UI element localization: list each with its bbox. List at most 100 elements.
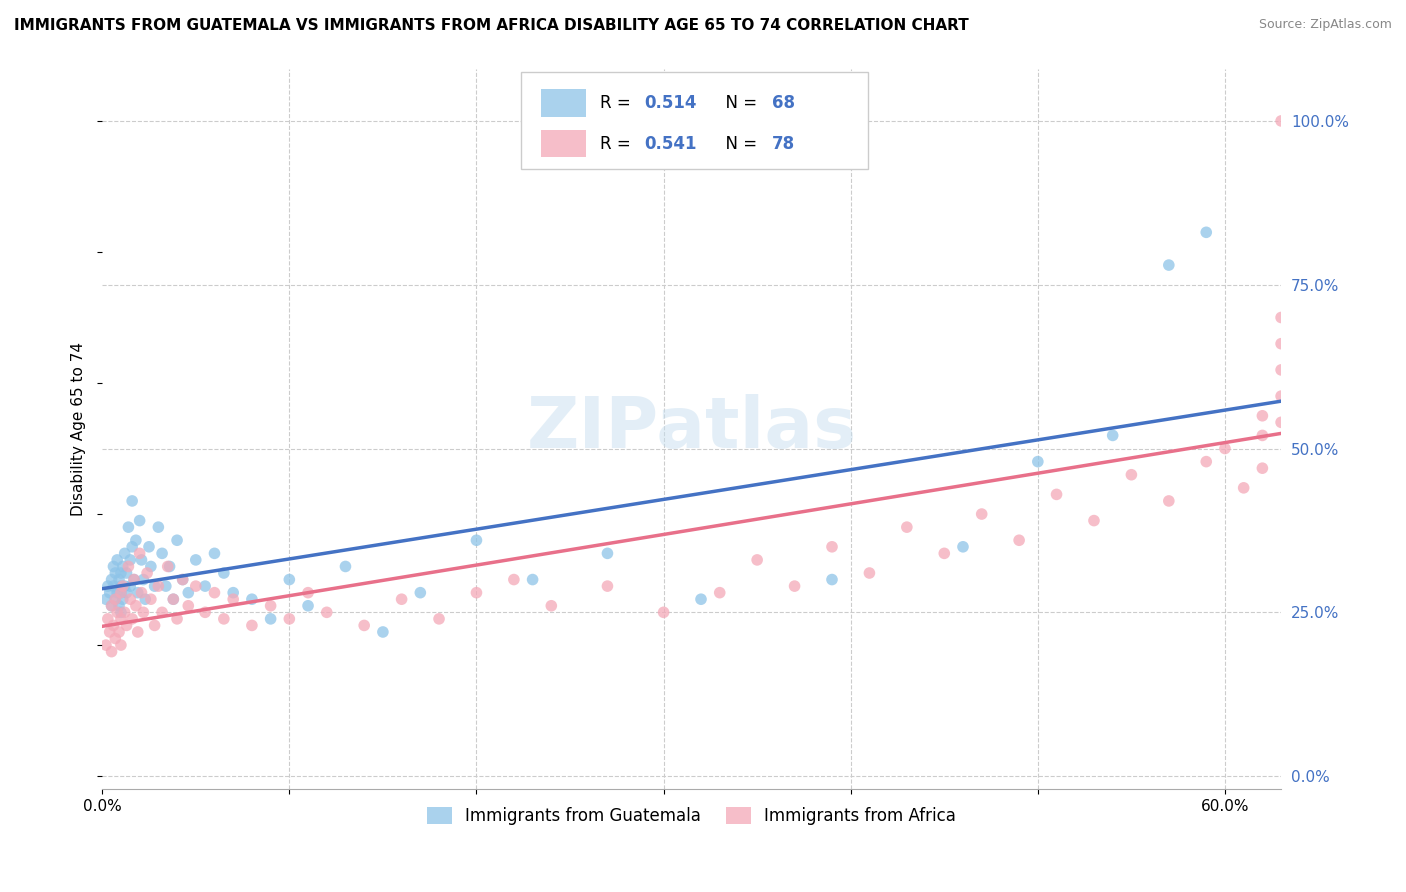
Point [97, 579, 120, 593]
Point [121, 540, 143, 554]
Point [150, 605, 173, 619]
Point [1121, 467, 1143, 482]
Point [212, 612, 235, 626]
Point [371, 624, 394, 639]
Point [747, 553, 769, 567]
Point [98, 624, 121, 639]
Point [100, 599, 122, 613]
Point [240, 618, 263, 632]
Point [97, 612, 120, 626]
Point [148, 520, 170, 534]
Point [166, 612, 188, 626]
Point [1008, 533, 1031, 548]
Point [104, 592, 127, 607]
Point [148, 579, 170, 593]
Point [155, 579, 177, 593]
Point [1213, 442, 1236, 456]
Point [98, 585, 121, 599]
Point [143, 618, 166, 632]
Point [166, 533, 188, 548]
Point [1251, 409, 1274, 423]
Point [184, 579, 207, 593]
Point [465, 585, 488, 599]
Point [159, 559, 181, 574]
Point [1026, 455, 1049, 469]
Point [111, 579, 134, 593]
Point [125, 533, 148, 548]
Point [970, 507, 993, 521]
Point [1233, 481, 1256, 495]
Point [114, 605, 136, 619]
Text: N =: N = [716, 95, 762, 112]
Point [100, 645, 122, 659]
Point [353, 618, 375, 632]
Point [1270, 336, 1292, 351]
Point [121, 494, 143, 508]
Point [1270, 389, 1292, 403]
Point [783, 579, 806, 593]
Point [522, 573, 544, 587]
Point [177, 599, 200, 613]
Point [212, 566, 235, 580]
Point [125, 599, 148, 613]
Point [117, 559, 139, 574]
Point [100, 599, 122, 613]
Point [278, 612, 301, 626]
Point [502, 573, 524, 587]
Point [297, 585, 319, 599]
Legend: Immigrants from Guatemala, Immigrants from Africa: Immigrants from Guatemala, Immigrants fr… [418, 797, 966, 835]
Point [110, 566, 132, 580]
Point [1195, 225, 1218, 239]
Point [1270, 415, 1292, 429]
Point [115, 566, 138, 580]
Point [94, 638, 117, 652]
Point [103, 618, 125, 632]
Text: R =: R = [600, 95, 636, 112]
Point [1270, 114, 1292, 128]
Point [1157, 494, 1180, 508]
Point [1270, 363, 1292, 377]
Point [143, 579, 166, 593]
Point [122, 573, 145, 587]
Point [465, 533, 488, 548]
Point [709, 585, 731, 599]
Point [105, 585, 128, 599]
Point [139, 592, 162, 607]
Point [131, 553, 153, 567]
Point [821, 540, 844, 554]
Point [132, 573, 155, 587]
Point [194, 605, 217, 619]
Point [111, 592, 134, 607]
Point [184, 553, 207, 567]
Point [177, 585, 200, 599]
Text: Source: ZipAtlas.com: Source: ZipAtlas.com [1258, 18, 1392, 31]
Point [138, 540, 160, 554]
Point [240, 592, 263, 607]
Point [121, 612, 143, 626]
Point [391, 592, 413, 607]
Point [156, 559, 179, 574]
Point [821, 573, 844, 587]
Point [103, 559, 125, 574]
Point [596, 579, 619, 593]
Point [427, 612, 450, 626]
Point [114, 546, 136, 560]
Point [115, 618, 138, 632]
Point [117, 520, 139, 534]
Point [259, 599, 281, 613]
Point [105, 605, 128, 619]
Point [1195, 455, 1218, 469]
Point [278, 573, 301, 587]
Point [103, 579, 125, 593]
Point [204, 585, 226, 599]
Point [110, 579, 132, 593]
Point [139, 559, 162, 574]
Text: 0.514: 0.514 [644, 95, 697, 112]
Point [896, 520, 918, 534]
Point [127, 585, 149, 599]
Point [131, 585, 153, 599]
Point [540, 599, 562, 613]
Text: ZIPatlas: ZIPatlas [527, 394, 856, 463]
Point [162, 592, 184, 607]
Point [652, 605, 675, 619]
